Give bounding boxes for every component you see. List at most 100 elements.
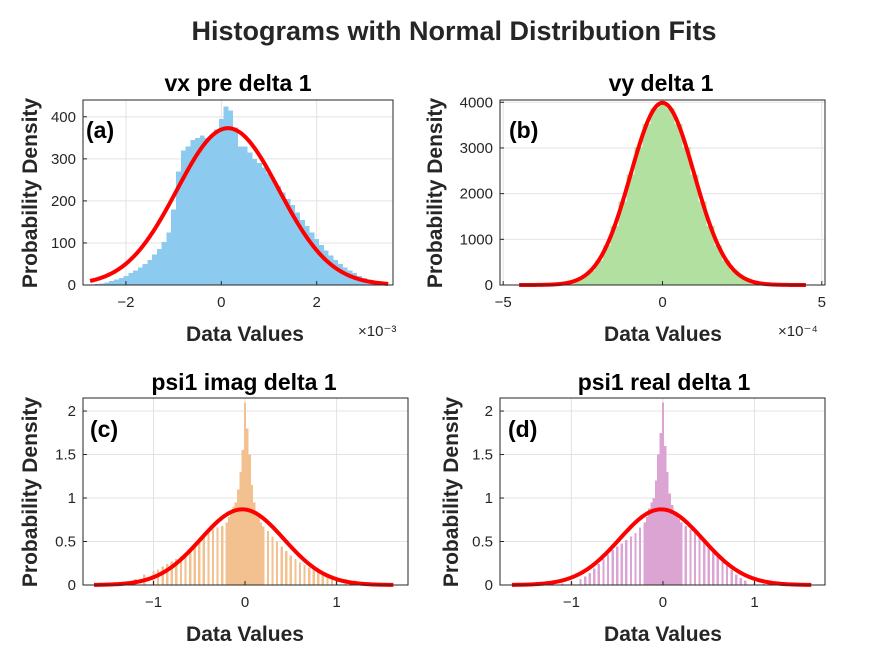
panel-d-bar <box>707 546 710 585</box>
panel-d-bar <box>611 550 614 585</box>
panel-c-bar <box>253 502 256 585</box>
panel-a-bar <box>195 137 200 285</box>
panel-a-bar <box>118 277 124 285</box>
panel-b-bar <box>634 147 643 285</box>
panel-a-bar <box>161 242 167 285</box>
panel-a-bar <box>142 263 148 285</box>
panel-b-bar <box>626 174 635 285</box>
panel-c-bar <box>227 517 231 585</box>
panel-d-bar <box>712 551 715 585</box>
panel-d-bar <box>597 564 601 585</box>
panel-d-bar <box>673 511 676 585</box>
panel-a-ticks: −2 0 2 0 100 200 300 400 <box>51 109 321 311</box>
panel-b-bar <box>610 225 619 285</box>
panel-d-bar <box>689 529 692 585</box>
panel-c-ytick-label-1: 0.5 <box>55 534 76 551</box>
panel-a-ytick-label-0: 0 <box>68 277 76 294</box>
panel-a-label: (a) <box>86 117 114 143</box>
panel-d-bar <box>654 480 658 585</box>
panel-a-bar <box>204 137 210 285</box>
panel-d-xlabel: Data Values <box>604 623 722 646</box>
panel-d-bar <box>588 572 591 585</box>
panel-d-bar <box>593 568 596 585</box>
panel-c-bar <box>255 511 258 585</box>
panel-c-bar <box>170 561 173 585</box>
panel-b-bar <box>618 201 627 285</box>
panel-c-bar <box>241 450 244 585</box>
panel-c-bar <box>294 558 297 585</box>
panel-a-title: vx pre delta 1 <box>164 70 311 96</box>
panel-c-xtick-label-2: 1 <box>332 594 340 611</box>
panel-d-bar <box>680 522 683 585</box>
panel-c-fit <box>93 507 394 587</box>
panel-a-bar <box>123 275 129 285</box>
panel-c-bar <box>321 572 325 585</box>
panel-b-ytick-label-3: 3000 <box>460 140 493 157</box>
panel-a: vx pre delta 1 Data Values Probability D… <box>19 70 396 346</box>
panel-c-bar <box>239 471 242 585</box>
panel-c-bar <box>237 489 240 585</box>
panel-b: vy delta 1 Data Values Probability Densi… <box>424 70 826 346</box>
panel-d-bar <box>634 532 637 585</box>
panel-c-bar <box>188 549 192 585</box>
panel-b-label: (b) <box>509 117 538 143</box>
panel-c-ticks: −1 0 1 0 0.5 1 1.5 2 <box>55 403 341 611</box>
panel-d-bar <box>561 583 564 585</box>
panel-b-ytick-label-2: 2000 <box>460 186 493 203</box>
panel-b-ytick-label-1: 1000 <box>460 231 493 248</box>
panel-a-bar <box>185 146 191 285</box>
panel-a-bar <box>209 134 215 285</box>
panel-c-title: psi1 imag delta 1 <box>151 369 337 395</box>
panel-d-bar <box>716 557 720 585</box>
panel-c-bar <box>216 527 219 585</box>
panel-b-bar <box>594 260 603 285</box>
panel-c-bar <box>230 511 233 585</box>
panel-b-bar <box>658 102 667 285</box>
panel-b-x-exponent: ×10⁻⁴ <box>778 323 818 340</box>
panel-d-bar <box>648 508 651 585</box>
panel-a-bar <box>266 173 272 285</box>
panel-b-xtick-label-2: 5 <box>818 294 826 311</box>
panel-b-bars <box>539 102 786 286</box>
panel-a-bar <box>228 110 234 286</box>
panel-d-bar <box>602 558 605 585</box>
panel-a-bar <box>114 279 119 285</box>
panel-c: psi1 imag delta 1 Data Values Probabilit… <box>19 369 409 646</box>
panel-a-bar <box>333 259 339 285</box>
panel-a-axes-box <box>82 99 394 286</box>
panel-a-bar <box>338 263 343 285</box>
panel-b-bar <box>602 245 611 285</box>
panel-b-bar <box>666 108 675 285</box>
panel-c-bar <box>259 522 263 585</box>
panel-a-bar <box>314 238 320 285</box>
panel-a-bars <box>94 106 382 286</box>
panel-c-bar <box>234 502 238 585</box>
panel-c-bar <box>266 531 270 585</box>
panel-c-bars <box>115 402 375 585</box>
panel-c-xtick-label-1: 0 <box>241 594 249 611</box>
panel-a-bar <box>328 255 334 285</box>
panel-b-title: vy delta 1 <box>609 70 714 96</box>
panel-d-bar <box>645 517 649 585</box>
panel-a-bar <box>280 192 286 285</box>
panel-a-fit-curve <box>89 126 389 286</box>
panel-a-bar <box>109 281 114 285</box>
panel-c-ytick-label-4: 2 <box>68 403 76 420</box>
panel-a-bar <box>261 167 267 285</box>
panel-a-bar <box>276 186 281 285</box>
panel-b-bar <box>722 260 731 285</box>
panel-a-ytick-label-4: 400 <box>51 109 76 126</box>
panel-d-bar <box>629 536 633 585</box>
panel-c-ylabel: Probability Density <box>19 397 42 588</box>
panel-d-ytick-label-0: 0 <box>485 577 493 594</box>
panel-d-bar <box>735 574 738 585</box>
panel-b-ytick-label-4: 4000 <box>460 94 493 111</box>
panel-c-bar <box>202 537 205 585</box>
panel-a-xtick-label-2: 2 <box>313 294 321 311</box>
panel-d-bar <box>620 543 623 585</box>
panel-d-bar <box>698 536 701 585</box>
panel-a-bar <box>104 282 110 285</box>
panel-d-bar <box>638 527 642 585</box>
panel-c-bar <box>179 556 183 585</box>
